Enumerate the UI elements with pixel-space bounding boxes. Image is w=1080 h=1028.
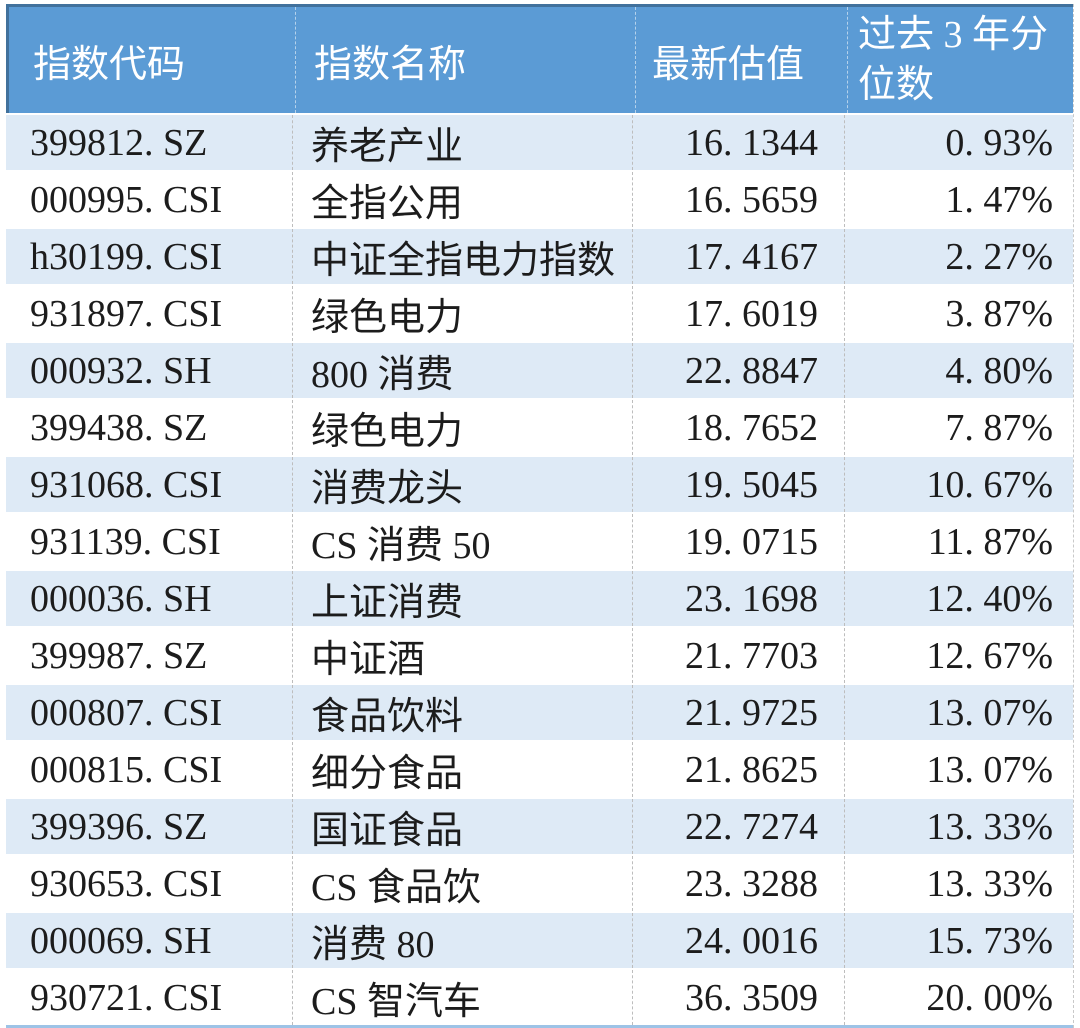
cell-percentile: 13. 07%	[844, 742, 1073, 797]
cell-valuation: 18. 7652	[632, 400, 844, 455]
cell-percentile: 11. 87%	[844, 514, 1073, 569]
cell-valuation: 23. 3288	[632, 856, 844, 911]
cell-index-name: 上证消费	[292, 571, 632, 626]
cell-index-code: 931897. CSI	[30, 292, 223, 335]
table-row: 000807. CSI 食品饮料 21. 9725 13. 07%	[6, 683, 1073, 740]
cell-index-code: 931139. CSI	[30, 520, 221, 563]
cell-percentile: 13. 33%	[844, 799, 1073, 854]
cell-percentile: 1. 47%	[844, 172, 1073, 227]
table-row: 930721. CSI CS 智汽车 36. 3509 20. 00%	[6, 968, 1073, 1025]
cell-valuation: 23. 1698	[632, 571, 844, 626]
header-index-name: 指数名称	[295, 7, 635, 113]
cell-index-code: 399987. SZ	[30, 634, 208, 677]
cell-index-name: 消费龙头	[292, 457, 632, 512]
cell-index-name: 消费 80	[292, 913, 632, 968]
cell-valuation: 16. 1344	[632, 115, 844, 170]
cell-percentile: 3. 87%	[844, 286, 1073, 341]
cell-percentile: 10. 67%	[844, 457, 1073, 512]
cell-index-name: CS 智汽车	[292, 970, 632, 1025]
table-row: 399396. SZ 国证食品 22. 7274 13. 33%	[6, 797, 1073, 854]
header-3yr-percentile-text: 过去 3 年分 位数	[858, 10, 1048, 110]
cell-valuation: 22. 7274	[632, 799, 844, 854]
cell-index-code: 399438. SZ	[30, 406, 208, 449]
table-row: 931068. CSI 消费龙头 19. 5045 10. 67%	[6, 455, 1073, 512]
table-row: 399987. SZ 中证酒 21. 7703 12. 67%	[6, 626, 1073, 683]
cell-percentile: 0. 93%	[844, 115, 1073, 170]
cell-index-name: 养老产业	[292, 115, 632, 170]
header-index-code: 指数代码	[33, 43, 186, 86]
table-row: 000932. SH 800 消费 22. 8847 4. 80%	[6, 341, 1073, 398]
cell-index-name: 食品饮料	[292, 685, 632, 740]
cell-percentile: 2. 27%	[844, 229, 1073, 284]
header-3yr-percentile-line1: 过去 3 年分	[858, 13, 1049, 56]
cell-index-name: 全指公用	[292, 172, 632, 227]
cell-valuation: 36. 3509	[632, 970, 844, 1025]
cell-index-code: h30199. CSI	[30, 235, 223, 278]
header-latest-valuation: 最新估值	[635, 7, 847, 113]
cell-index-code: 931068. CSI	[30, 463, 223, 506]
cell-index-name: 细分食品	[292, 742, 632, 797]
cell-percentile: 7. 87%	[844, 400, 1073, 455]
cell-valuation: 21. 8625	[632, 742, 844, 797]
cell-percentile: 13. 33%	[844, 856, 1073, 911]
cell-index-name: 中证酒	[292, 628, 632, 683]
valuation-table: 指数代码 指数名称 最新估值 过去 3 年分 位数 399812. SZ 养老产…	[6, 4, 1074, 1028]
table-row: 931139. CSI CS 消费 50 19. 0715 11. 87%	[6, 512, 1073, 569]
cell-index-code: 930721. CSI	[30, 976, 223, 1019]
cell-index-code: 000807. CSI	[30, 691, 223, 734]
cell-percentile: 4. 80%	[844, 343, 1073, 398]
header-3yr-percentile-line2: 位数	[858, 64, 935, 106]
cell-valuation: 22. 8847	[632, 343, 844, 398]
table-row: 000036. SH 上证消费 23. 1698 12. 40%	[6, 569, 1073, 626]
header-3yr-percentile: 过去 3 年分 位数	[847, 7, 1073, 113]
cell-valuation: 17. 6019	[632, 286, 844, 341]
cell-percentile: 13. 07%	[844, 685, 1073, 740]
cell-index-code: 000995. CSI	[30, 178, 223, 221]
cell-percentile: 12. 40%	[844, 571, 1073, 626]
cell-valuation: 21. 7703	[632, 628, 844, 683]
cell-index-code: 000932. SH	[30, 349, 212, 392]
cell-index-name: 中证全指电力指数	[292, 229, 632, 284]
table-header-row: 指数代码 指数名称 最新估值 过去 3 年分 位数	[6, 4, 1073, 113]
table-row: 000815. CSI 细分食品 21. 8625 13. 07%	[6, 740, 1073, 797]
table-row: 399438. SZ 绿色电力 18. 7652 7. 87%	[6, 398, 1073, 455]
cell-index-code: 399396. SZ	[30, 805, 208, 848]
cell-valuation: 21. 9725	[632, 685, 844, 740]
cell-valuation: 17. 4167	[632, 229, 844, 284]
cell-percentile: 15. 73%	[844, 913, 1073, 968]
cell-index-name: 800 消费	[292, 343, 632, 398]
cell-index-name: CS 消费 50	[292, 514, 632, 569]
cell-index-name: 国证食品	[292, 799, 632, 854]
cell-index-name: CS 食品饮	[292, 856, 632, 911]
cell-valuation: 16. 5659	[632, 172, 844, 227]
cell-index-name: 绿色电力	[292, 286, 632, 341]
table-row: 000995. CSI 全指公用 16. 5659 1. 47%	[6, 170, 1073, 227]
table-row: 399812. SZ 养老产业 16. 1344 0. 93%	[6, 113, 1073, 170]
table-row: 000069. SH 消费 80 24. 0016 15. 73%	[6, 911, 1073, 968]
cell-valuation: 19. 0715	[632, 514, 844, 569]
table-row: 930653. CSI CS 食品饮 23. 3288 13. 33%	[6, 854, 1073, 911]
cell-percentile: 20. 00%	[844, 970, 1073, 1025]
cell-index-code: 000036. SH	[30, 577, 212, 620]
cell-index-code: 000069. SH	[30, 919, 212, 962]
cell-percentile: 12. 67%	[844, 628, 1073, 683]
table-row: h30199. CSI 中证全指电力指数 17. 4167 2. 27%	[6, 227, 1073, 284]
cell-index-code: 399812. SZ	[30, 121, 208, 164]
cell-index-name: 绿色电力	[292, 400, 632, 455]
cell-index-code: 000815. CSI	[30, 748, 223, 791]
cell-index-code: 930653. CSI	[30, 862, 223, 905]
cell-valuation: 19. 5045	[632, 457, 844, 512]
cell-valuation: 24. 0016	[632, 913, 844, 968]
table-row: 931897. CSI 绿色电力 17. 6019 3. 87%	[6, 284, 1073, 341]
